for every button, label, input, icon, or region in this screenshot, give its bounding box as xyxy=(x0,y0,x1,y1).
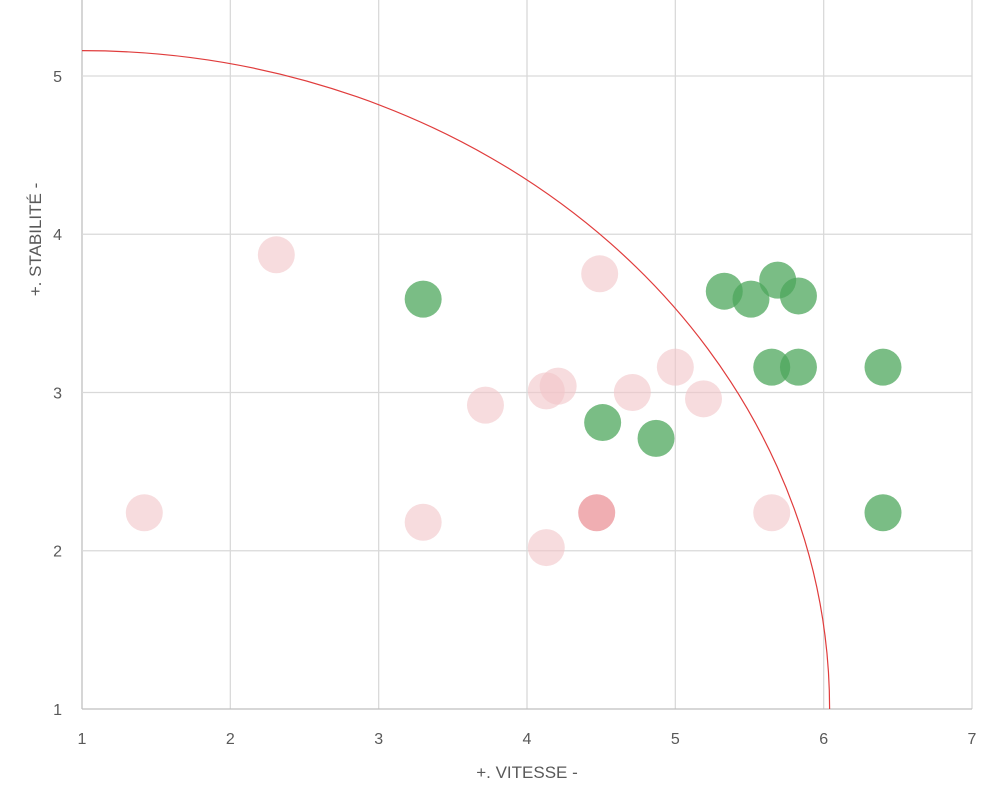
pink-data-point xyxy=(685,380,723,418)
pink-data-point xyxy=(125,494,163,532)
green-data-point xyxy=(584,404,622,442)
x-tick-label: 6 xyxy=(819,731,828,748)
y-tick-label: 5 xyxy=(53,69,62,86)
green-data-point xyxy=(779,348,817,386)
pink-data-point xyxy=(539,367,577,405)
green-data-point xyxy=(404,280,442,318)
pink-data-point xyxy=(466,386,504,424)
x-tick-label: 2 xyxy=(226,731,235,748)
data-points xyxy=(125,236,902,567)
y-tick-label: 3 xyxy=(53,385,62,402)
y-tick-label: 2 xyxy=(53,544,62,561)
green-data-point xyxy=(779,277,817,315)
green-data-point xyxy=(753,348,791,386)
pink-data-point xyxy=(527,529,565,567)
threshold-curve xyxy=(81,50,831,710)
grid xyxy=(81,0,973,710)
pink-data-point xyxy=(404,503,442,541)
x-tick-label: 4 xyxy=(523,731,532,748)
tick-labels: 1 2 3 4 5 6 7 1 2 3 4 5 xyxy=(53,69,976,748)
x-axis-title: +. VITESSE - xyxy=(476,763,578,782)
pink-data-point xyxy=(581,255,619,293)
y-tick-label: 4 xyxy=(53,227,62,244)
x-tick-label: 1 xyxy=(78,731,87,748)
x-tick-label: 5 xyxy=(671,731,680,748)
y-tick-label: 1 xyxy=(53,702,62,719)
pink-data-point xyxy=(656,348,694,386)
green-data-point xyxy=(637,419,675,457)
pink-data-point xyxy=(257,236,295,274)
pink-data-point xyxy=(753,494,791,532)
x-tick-label: 3 xyxy=(374,731,383,748)
green-data-point xyxy=(864,348,902,386)
green-data-point xyxy=(732,280,770,318)
pink-data-point xyxy=(613,373,651,411)
green-data-point xyxy=(864,494,902,532)
red-data-point xyxy=(578,494,616,532)
y-axis-title: +. STABILITÉ - xyxy=(26,183,45,297)
threshold-curve-path xyxy=(81,50,831,710)
x-tick-label: 7 xyxy=(968,731,977,748)
